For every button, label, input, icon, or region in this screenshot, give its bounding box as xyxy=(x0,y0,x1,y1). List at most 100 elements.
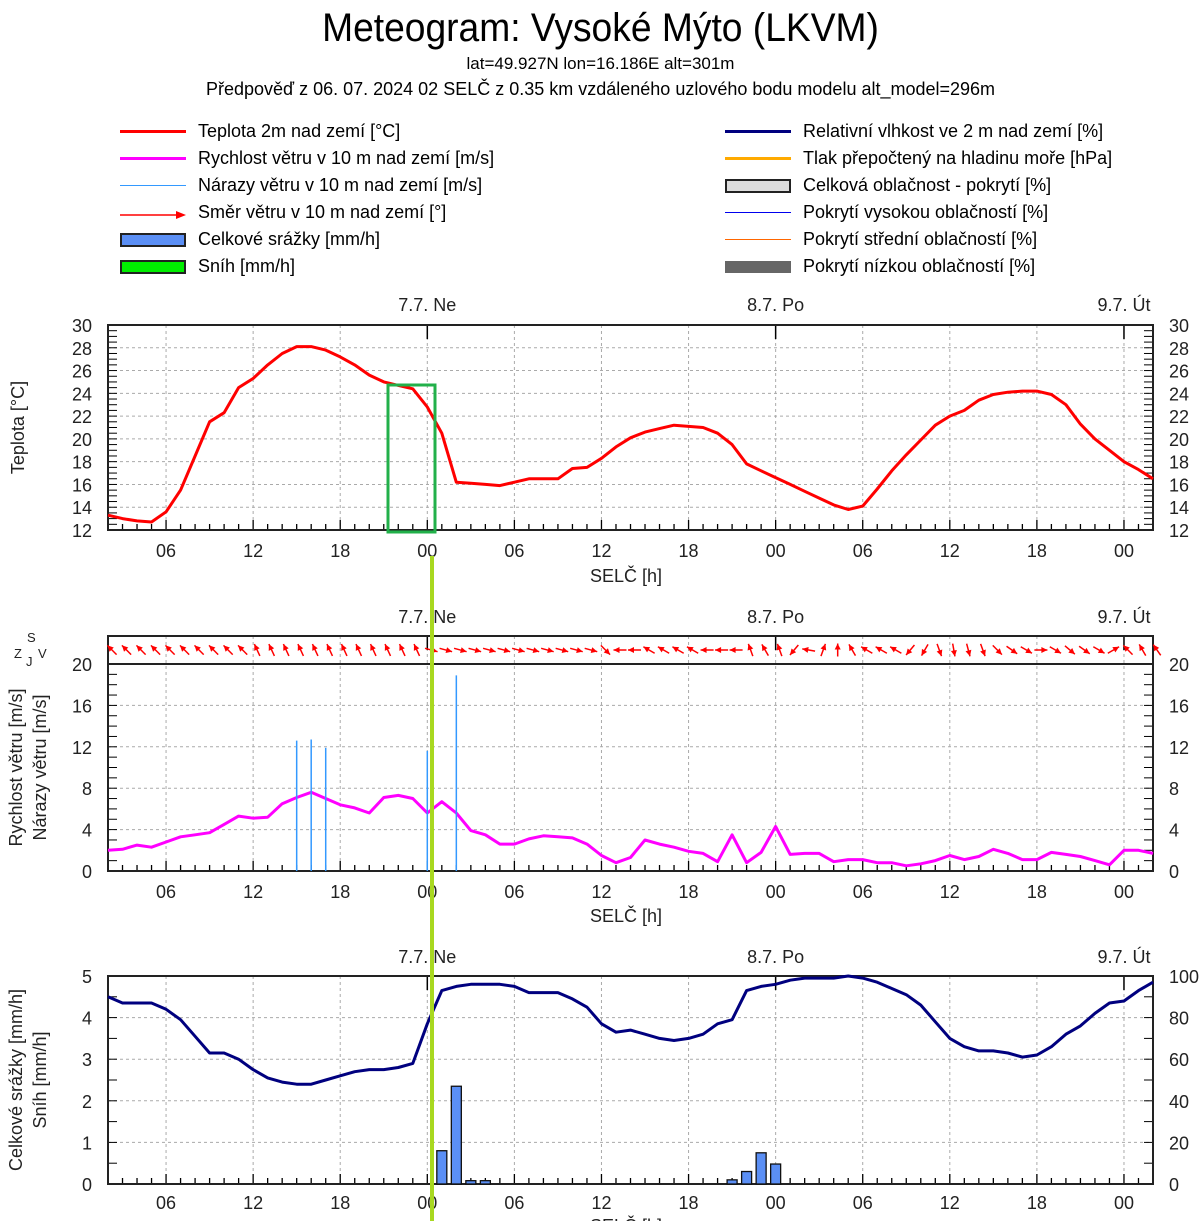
wind-arrow-head xyxy=(1097,647,1105,654)
x-tick-label: 06 xyxy=(853,541,873,561)
y2-tick-label: 100 xyxy=(1169,967,1199,987)
legend-label: Relativní vlhkost ve 2 m nad zemí [%] xyxy=(803,121,1104,141)
wind-arrow-head xyxy=(603,648,611,655)
y-tick-label-right: 0 xyxy=(1169,862,1179,882)
wind-arrow-head xyxy=(936,649,943,657)
x-tick-label: 12 xyxy=(243,1193,263,1213)
wind-arrow-head xyxy=(761,644,768,652)
wind-arrow-head xyxy=(445,647,453,654)
wind-direction-arrow xyxy=(222,644,234,656)
legend-swatch xyxy=(725,178,791,193)
day-label: 8.7. Po xyxy=(747,607,804,627)
precipitation-bar xyxy=(450,1085,462,1185)
wind-arrow-head xyxy=(1123,645,1130,652)
wind-arrow-head xyxy=(1054,647,1062,654)
wind-direction-arrow xyxy=(526,647,540,654)
y-tick-label: 1 xyxy=(82,1133,92,1153)
wind-direction-arrow xyxy=(135,644,147,656)
wind-arrow-head xyxy=(950,649,957,657)
x-tick-label: 12 xyxy=(940,1193,960,1213)
day-label: 8.7. Po xyxy=(747,295,804,315)
wind-arrow-head xyxy=(848,644,855,652)
x-tick-label: 12 xyxy=(591,882,611,902)
x-tick-label: 06 xyxy=(504,1193,524,1213)
precipitation-bar xyxy=(769,1163,782,1185)
precipitation-bar xyxy=(436,1150,448,1185)
legend-item: Relativní vlhkost ve 2 m nad zemí [%] xyxy=(725,118,1112,145)
y-tick-label: 26 xyxy=(72,362,92,382)
wind-arrow-head xyxy=(820,643,827,651)
legend-label: Celková oblačnost - pokrytí [%] xyxy=(803,175,1052,195)
wind-arrow-head xyxy=(179,645,187,652)
y-tick-label: 14 xyxy=(72,498,92,518)
x-tick-label: 12 xyxy=(591,1193,611,1213)
legend-item: Pokrytí nízkou oblačností [%] xyxy=(725,253,1112,280)
y-tick-label-right: 12 xyxy=(1169,521,1189,541)
wind-direction-arrow xyxy=(643,646,656,654)
wind-direction-arrow xyxy=(936,643,943,657)
wind-direction-arrow xyxy=(311,643,319,657)
wind-direction-arrow xyxy=(761,643,770,657)
legend-label: Celkové srážky [mm/h] xyxy=(198,229,381,249)
x-tick-label: 00 xyxy=(417,882,437,902)
y-tick-label: 16 xyxy=(72,696,92,716)
wind-arrow-head xyxy=(729,647,736,653)
day-label: 7.7. Ne xyxy=(398,295,456,315)
chart-title: Meteogram: Vysoké Mýto (LKVM) xyxy=(322,6,879,50)
wind-arrow-head xyxy=(715,647,722,653)
y-tick-label: 16 xyxy=(72,475,92,495)
x-tick-label: 06 xyxy=(853,882,873,902)
legend-swatch xyxy=(725,206,791,220)
wind-arrow-head xyxy=(613,647,620,653)
wind-direction-arrow xyxy=(1092,646,1105,654)
wind-direction-arrow xyxy=(1034,647,1048,653)
wind-direction-arrow xyxy=(121,644,132,656)
wind-arrow-head xyxy=(628,647,634,653)
x-tick-label: 00 xyxy=(1114,1193,1134,1213)
wind-arrow-head xyxy=(518,647,525,654)
wind-arrow-head xyxy=(136,645,143,652)
legend-swatch xyxy=(120,232,186,247)
x-tick-label: 12 xyxy=(243,882,263,902)
wind-arrow-head xyxy=(165,645,172,652)
wind-arrow-head xyxy=(789,648,797,655)
legend-swatch xyxy=(120,179,186,193)
legend-label: Sníh [mm/h] xyxy=(198,256,296,276)
y-tick-label-right: 22 xyxy=(1169,407,1189,427)
x-tick-label: 12 xyxy=(243,541,263,561)
wind-direction-arrow xyxy=(1064,645,1076,655)
legend-swatch xyxy=(120,152,186,166)
x-axis-label: SELČ [h] xyxy=(590,565,662,586)
wind-arrow-head xyxy=(1010,647,1018,654)
wind-direction-arrow xyxy=(106,644,118,656)
legend-label: Pokrytí střední oblačností [%] xyxy=(803,229,1038,249)
legend-swatch xyxy=(120,125,186,139)
compass-label-north: S xyxy=(27,630,36,645)
wind-direction-arrow xyxy=(555,647,569,654)
wind-direction-arrow xyxy=(453,647,467,654)
wind-arrow-head xyxy=(1112,646,1120,653)
y2-tick-label: 40 xyxy=(1169,1092,1189,1112)
wind-direction-arrow xyxy=(482,647,496,654)
wind-direction-arrow xyxy=(413,643,421,657)
wind-arrow-head xyxy=(747,643,754,651)
legend-item: Sníh [mm/h] xyxy=(120,253,494,280)
x-tick-label: 00 xyxy=(766,541,786,561)
x-tick-label: 12 xyxy=(591,541,611,561)
wind-direction-arrow xyxy=(282,643,290,657)
legend-label: Pokrytí vysokou oblačností [%] xyxy=(803,202,1049,222)
y-tick-label: 20 xyxy=(72,655,92,675)
wind-direction-arrow xyxy=(1078,645,1091,655)
x-tick-label: 00 xyxy=(1114,541,1134,561)
plot-frame xyxy=(107,324,1154,531)
wind-arrow-head xyxy=(268,644,275,651)
precipitation-bar xyxy=(726,1179,738,1185)
forecast-info: Předpověď z 06. 07. 2024 02 SELČ z 0.35 … xyxy=(205,79,996,99)
wind-arrow-head xyxy=(834,643,841,650)
y-tick-label-right: 30 xyxy=(1169,316,1189,336)
x-tick-label: 18 xyxy=(1027,1193,1047,1213)
x-tick-label: 18 xyxy=(1027,541,1047,561)
wind-arrow-head xyxy=(980,649,986,657)
wind-direction-arrow xyxy=(789,644,799,656)
legend-swatch xyxy=(725,125,791,139)
